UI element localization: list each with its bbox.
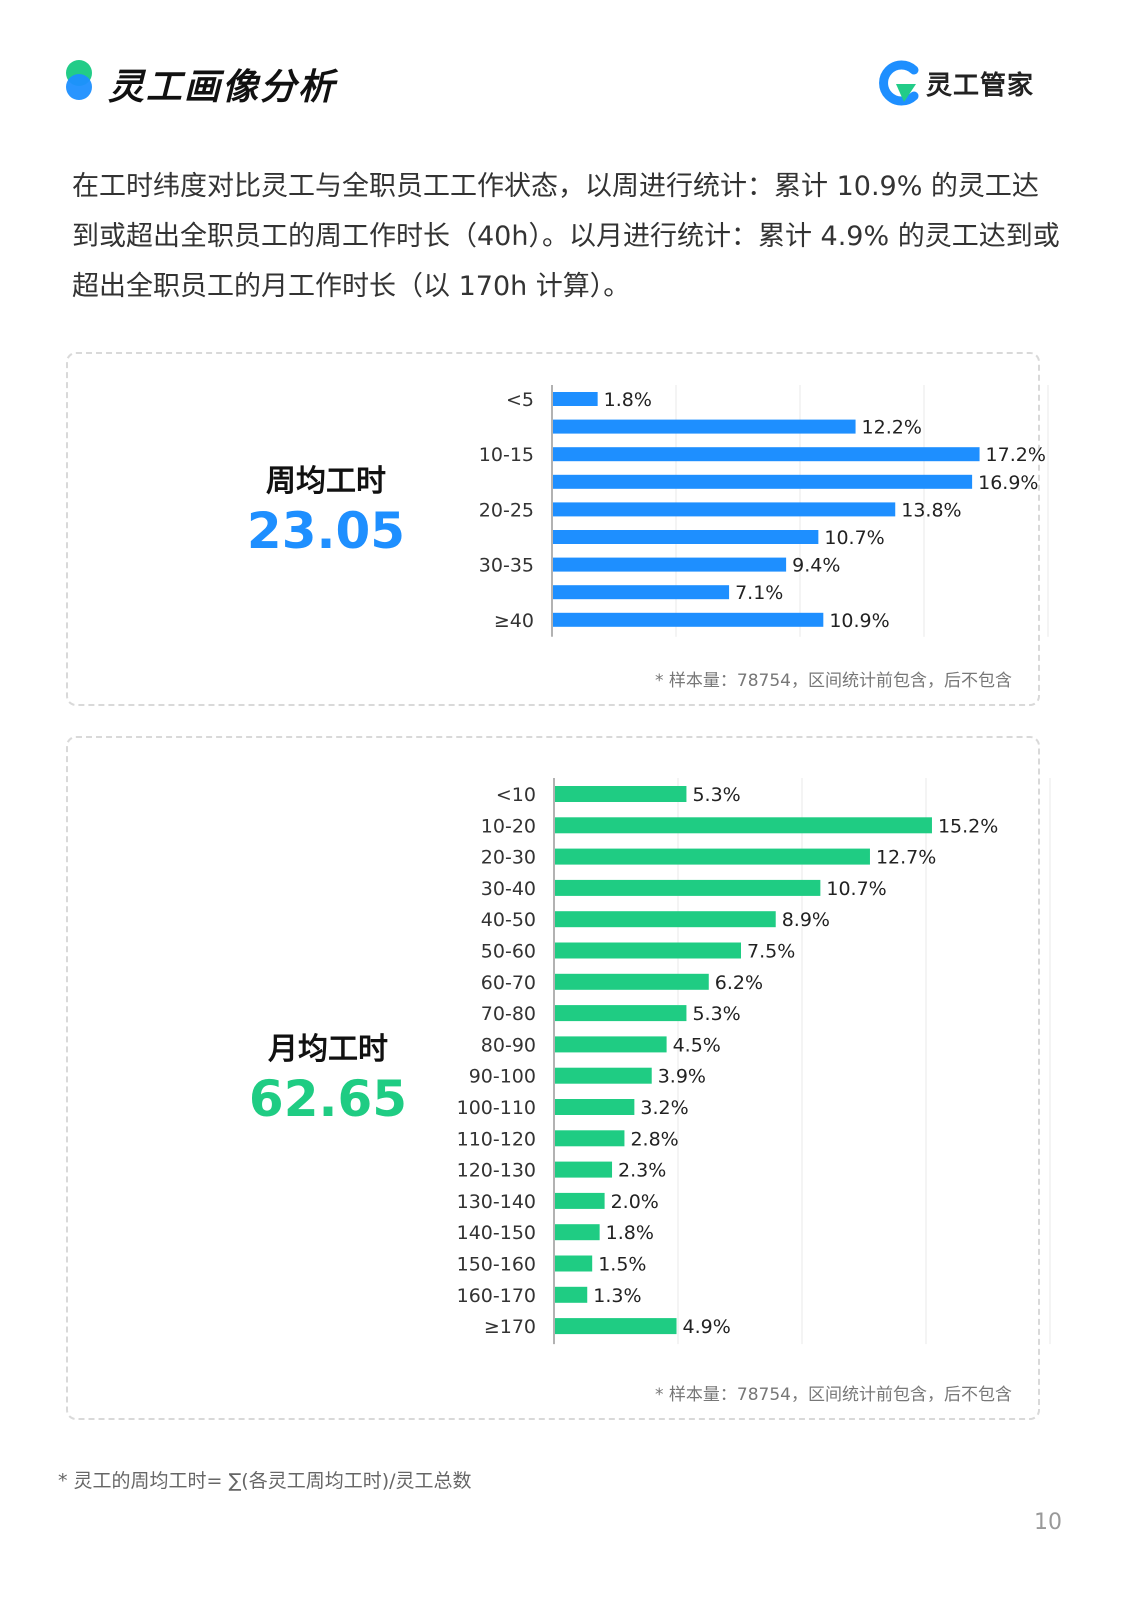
bar-value-label: 12.7% <box>876 847 936 869</box>
category-label: 20-30 <box>481 847 536 869</box>
bar-value-label: 17.2% <box>986 444 1046 466</box>
intro-text: 在工时纬度对比灵工与全职员工工作状态，以周进行统计：累计 10.9% 的灵工达到… <box>72 171 1060 302</box>
bar-value-label: 10.9% <box>829 610 889 632</box>
bar-value-label: 10.7% <box>826 878 886 900</box>
bar <box>555 786 687 802</box>
brand-name: 灵工管家 <box>925 70 1034 101</box>
weekly-sample-note: * 样本量：78754，区间统计前包含，后不包含 <box>655 671 1012 691</box>
bar <box>553 585 730 600</box>
header-dots-icon <box>66 60 94 100</box>
category-label: 150-160 <box>457 1254 536 1276</box>
bar-value-label: 1.8% <box>604 389 652 411</box>
category-label: 60-70 <box>481 972 536 994</box>
bar-value-label: 1.5% <box>598 1254 646 1276</box>
bar <box>555 1224 600 1241</box>
bar <box>555 1067 652 1084</box>
monthly-stat-value: 62.65 <box>248 1070 408 1128</box>
bar <box>553 557 787 572</box>
category-label: 70-80 <box>481 1003 536 1025</box>
category-label: 140-150 <box>457 1222 536 1244</box>
bar-value-label: 2.8% <box>630 1128 678 1150</box>
bar <box>555 942 741 959</box>
category-label: ≥40 <box>494 610 534 632</box>
bar <box>555 1286 588 1303</box>
monthly-stat-label: 月均工时 <box>268 1032 388 1067</box>
bar-value-label: 2.3% <box>618 1160 666 1182</box>
bar <box>555 848 870 865</box>
footnote: * 灵工的周均工时= ∑(各灵工周均工时)/灵工总数 <box>58 1470 472 1492</box>
bar-value-label: 13.8% <box>901 499 961 521</box>
bar <box>553 447 980 462</box>
bar <box>555 1255 593 1272</box>
weekly-stat-label: 周均工时 <box>266 464 386 499</box>
bar <box>555 1192 605 1209</box>
bar <box>555 1161 613 1178</box>
bar <box>555 879 821 896</box>
brand: 灵工管家 <box>874 60 1034 106</box>
bar-value-label: 1.3% <box>593 1285 641 1307</box>
weekly-panel: 周均工时 23.05 1.8% <5 12.2% 17.2% 10-15 16.9% 13.… <box>66 352 1049 706</box>
category-label: 50-60 <box>481 941 536 963</box>
category-label: 90-100 <box>469 1066 536 1088</box>
monthly-hours-chart: 5.3% <10 15.2% 10-20 12.7% 20-30 10.7% 30-40 8.9… <box>457 778 1051 1345</box>
bar-value-label: 8.9% <box>782 909 830 931</box>
bar-value-label: 7.5% <box>747 941 795 963</box>
bar <box>553 392 598 406</box>
bar-value-label: 10.7% <box>824 527 884 549</box>
category-label: ≥170 <box>484 1316 536 1338</box>
bar-value-label: 4.9% <box>683 1316 731 1338</box>
blue-dot-icon <box>66 74 92 100</box>
bar-value-label: 7.1% <box>735 582 783 604</box>
category-label: 40-50 <box>481 909 536 931</box>
bar <box>553 612 824 627</box>
bar-value-label: 9.4% <box>792 555 840 577</box>
monthly-sample-note: * 样本量：78754，区间统计前包含，后不包含 <box>655 1385 1012 1405</box>
bar <box>555 1318 677 1335</box>
bar <box>555 1099 635 1115</box>
bar-value-label: 5.3% <box>692 784 740 806</box>
bar-value-label: 4.5% <box>673 1034 721 1056</box>
bar <box>553 474 973 489</box>
bar <box>555 1005 687 1022</box>
bar-value-label: 6.2% <box>715 972 763 994</box>
category-label: 120-130 <box>457 1160 536 1182</box>
bar-value-label: 3.2% <box>640 1097 688 1119</box>
category-label: 130-140 <box>457 1191 536 1213</box>
category-label: 10-20 <box>481 815 536 837</box>
category-label: 30-35 <box>479 555 534 577</box>
bar <box>555 973 709 990</box>
bar <box>555 1036 667 1053</box>
bar <box>555 911 776 928</box>
bar <box>553 530 819 544</box>
bar-value-label: 16.9% <box>978 472 1038 494</box>
brand-logo-icon <box>879 60 919 106</box>
bar-value-label: 12.2% <box>862 417 922 439</box>
monthly-panel: 月均工时 62.65 5.3% <10 15.2% 10-20 12.7% 20-30 10… <box>66 736 1051 1420</box>
bar-value-label: 5.3% <box>692 1003 740 1025</box>
bar <box>553 419 856 434</box>
category-label: 100-110 <box>457 1097 536 1119</box>
bar <box>555 817 932 834</box>
category-label: 160-170 <box>457 1285 536 1307</box>
category-label: 10-15 <box>479 444 534 466</box>
bar-value-label: 1.8% <box>606 1222 654 1244</box>
bar <box>555 1130 625 1147</box>
category-label: <10 <box>496 784 536 806</box>
page-number: 10 <box>1034 1510 1062 1535</box>
category-label: <5 <box>506 389 534 411</box>
bar-value-label: 15.2% <box>938 815 998 837</box>
bar <box>553 502 896 517</box>
page-title: 灵工画像分析 <box>108 67 337 108</box>
category-label: 80-90 <box>481 1034 536 1056</box>
bar-value-label: 2.0% <box>611 1191 659 1213</box>
weekly-stat-value: 23.05 <box>246 502 406 560</box>
category-label: 30-40 <box>481 878 536 900</box>
category-label: 20-25 <box>479 499 534 521</box>
category-label: 110-120 <box>457 1128 536 1150</box>
bar-value-label: 3.9% <box>658 1066 706 1088</box>
weekly-hours-chart: 1.8% <5 12.2% 17.2% 10-15 16.9% 13.8% 20-25 10.7… <box>479 385 1049 637</box>
